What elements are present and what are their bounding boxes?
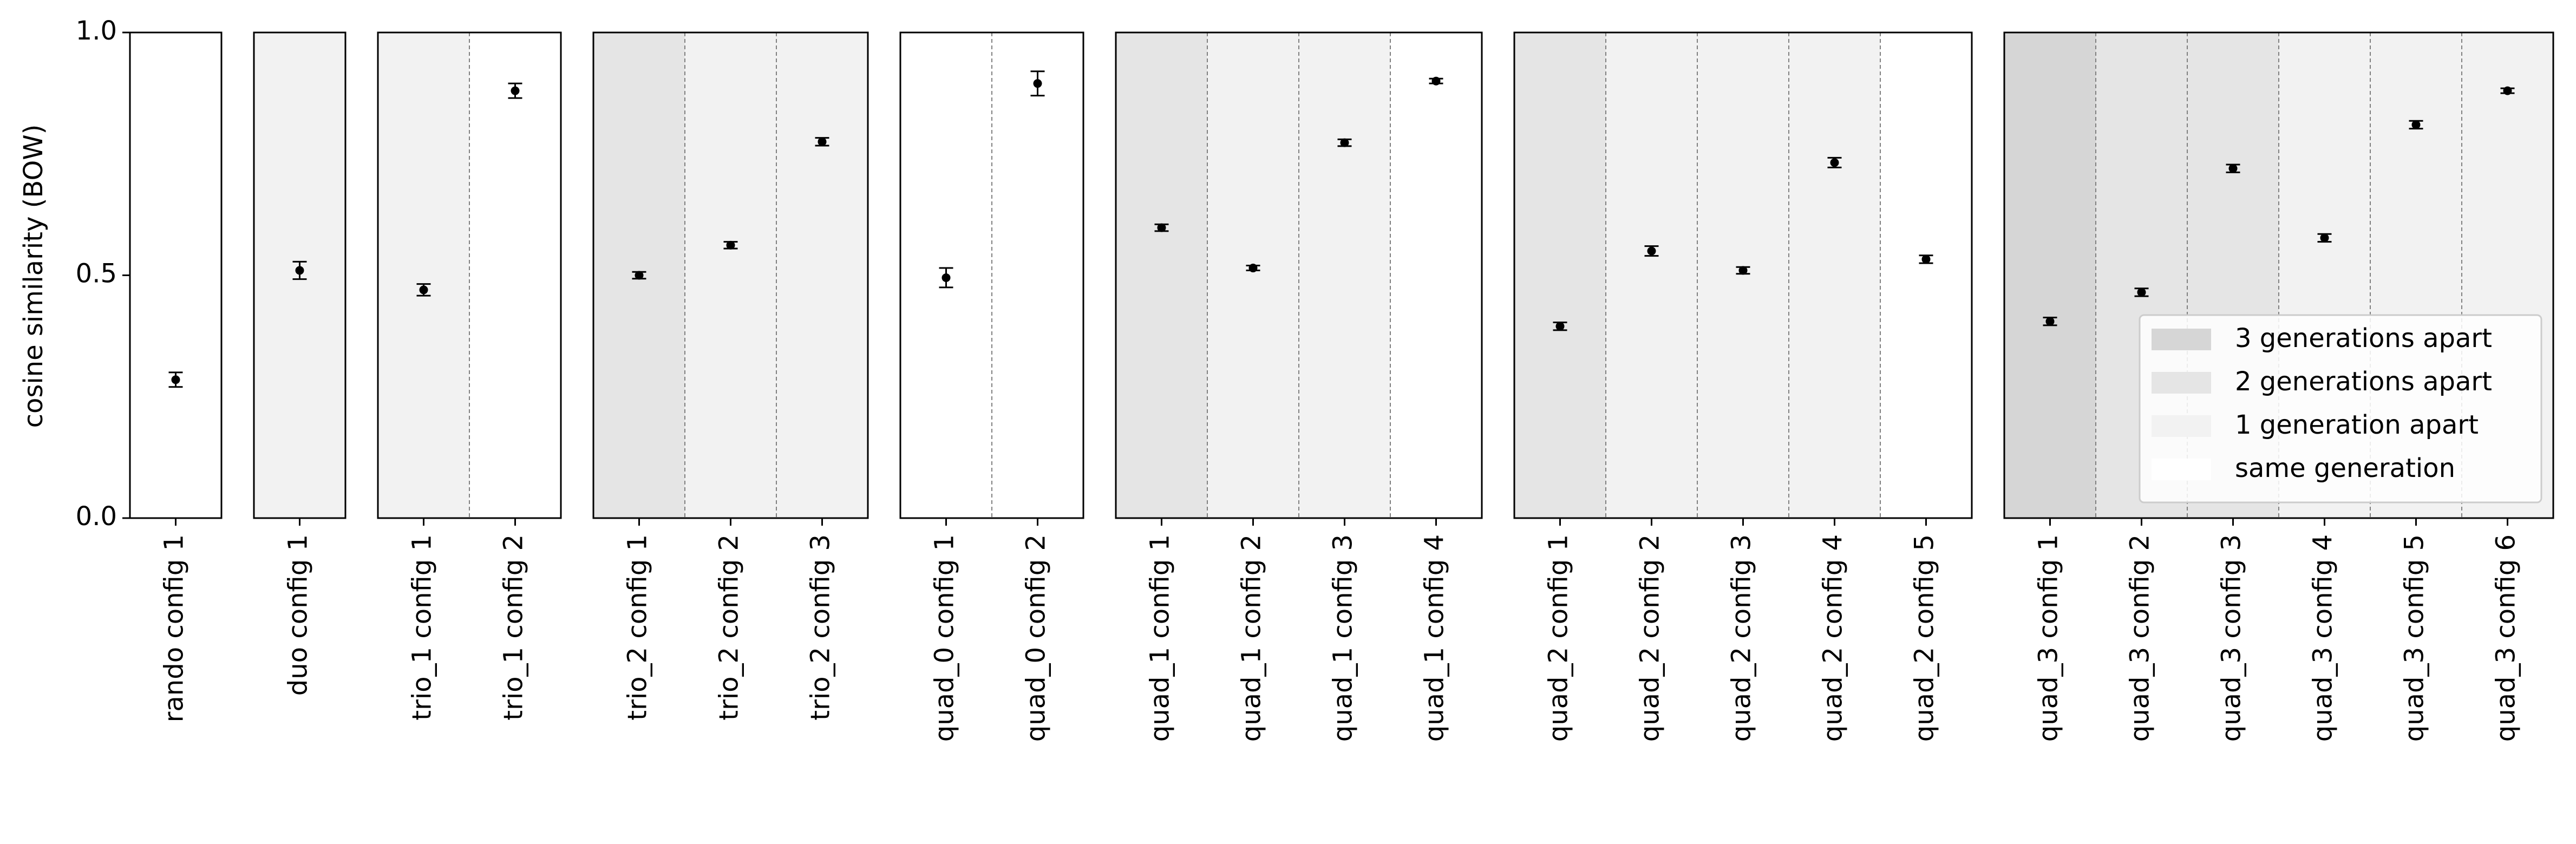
legend-label: 3 generations apart — [2235, 323, 2492, 354]
x-tick-label: trio_2 config 3 — [806, 534, 836, 721]
x-tick-label: quad_3 config 3 — [2217, 534, 2247, 742]
data-point — [1647, 246, 1656, 256]
data-point — [2503, 86, 2512, 95]
data-point — [2320, 233, 2329, 243]
x-tick-label: quad_0 config 1 — [930, 534, 960, 742]
panel-4: trio_2 config 1 trio_2 config 2 trio_2 con… — [592, 31, 869, 721]
legend-swatch — [2152, 415, 2211, 437]
x-tick-label: quad_2 config 1 — [1544, 534, 1574, 742]
slot-bg — [1789, 32, 1880, 518]
y-tick-label: 0.0 — [76, 501, 117, 532]
x-tick-label: quad_3 config 1 — [2034, 534, 2064, 742]
legend-swatch — [2152, 329, 2211, 350]
slot-bg — [1207, 32, 1299, 518]
slot-bg — [378, 32, 469, 518]
slot-bg — [1514, 32, 1606, 518]
x-tick-label: quad_1 config 4 — [1420, 534, 1450, 742]
data-point — [171, 375, 180, 384]
data-point — [295, 266, 304, 275]
data-point — [1921, 254, 1931, 264]
panel-3: trio_1 config 1 trio_1 config 2 — [377, 31, 562, 721]
legend: 3 generations apart 2 generations apart 1 … — [2139, 314, 2542, 503]
panel-2: duo config 1 — [253, 31, 346, 696]
slot-bg — [1606, 32, 1697, 518]
x-tick-label: trio_1 config 1 — [407, 534, 437, 721]
x-tick-label: quad_3 config 4 — [2308, 534, 2338, 742]
data-point — [1738, 266, 1748, 275]
data-point — [2137, 287, 2146, 297]
x-tick-label: quad_2 config 2 — [1635, 534, 1665, 742]
x-tick-label: quad_1 config 3 — [1328, 534, 1358, 742]
slot-bg — [1299, 32, 1390, 518]
data-point — [942, 273, 951, 282]
x-tick-label: quad_3 config 6 — [2491, 534, 2521, 742]
slot-bg — [776, 32, 868, 518]
slot-bg — [1880, 32, 1972, 518]
x-tick-label: trio_2 config 1 — [623, 534, 653, 721]
panel-frame — [1115, 31, 1483, 519]
data-point — [1248, 264, 1258, 273]
x-tick-label: quad_3 config 5 — [2400, 534, 2430, 742]
legend-label: same generation — [2235, 453, 2455, 483]
legend-label: 2 generations apart — [2235, 367, 2492, 397]
slot-bg — [685, 32, 776, 518]
slot-bg — [992, 32, 1083, 518]
x-tick-label: quad_0 config 2 — [1021, 534, 1051, 742]
x-tick-label: duo config 1 — [283, 534, 313, 696]
panel-7: quad_2 config 1 quad_2 config 2 quad_2 con… — [1513, 31, 1973, 742]
data-point — [2045, 317, 2055, 326]
panel-6: quad_1 config 1 quad_1 config 2 quad_1 con… — [1115, 31, 1483, 742]
x-tick-label: quad_1 config 2 — [1237, 534, 1267, 742]
slot-bg — [1116, 32, 1207, 518]
panel-frame — [899, 31, 1084, 519]
data-point — [419, 285, 428, 295]
panel-frame — [377, 31, 562, 519]
data-point — [818, 137, 827, 146]
slot-bg — [1697, 32, 1789, 518]
x-tick-label: quad_1 config 1 — [1145, 534, 1175, 742]
x-tick-label: quad_2 config 4 — [1818, 534, 1848, 742]
data-point — [635, 271, 644, 280]
panel-1: rando config 1 — [129, 31, 223, 722]
legend-swatch — [2152, 459, 2211, 480]
x-tick-label: rando config 1 — [159, 534, 189, 722]
legend-label: 1 generation apart — [2235, 410, 2479, 440]
slot-bg — [2004, 32, 2096, 518]
x-tick-label: quad_3 config 2 — [2125, 534, 2155, 742]
slot-bg — [469, 32, 561, 518]
legend-swatch — [2152, 372, 2211, 394]
data-point — [511, 86, 520, 95]
x-tick-label: quad_2 config 5 — [1910, 534, 1940, 742]
panel-frame — [2003, 31, 2554, 519]
data-point — [1830, 158, 1839, 167]
x-tick-label: quad_2 config 3 — [1727, 534, 1757, 742]
y-axis-label: cosine similarity (BOW) — [18, 125, 49, 428]
legend-box — [2139, 314, 2542, 503]
data-point — [1431, 76, 1441, 86]
panel-5: quad_0 config 1 quad_0 config 2 — [899, 31, 1084, 742]
x-tick-label: trio_2 config 2 — [714, 534, 744, 721]
y-tick-label: 0.5 — [76, 259, 117, 289]
data-point — [1157, 223, 1166, 232]
data-point — [1555, 322, 1565, 331]
data-point — [2228, 164, 2238, 173]
slot-bg — [130, 32, 221, 518]
data-point — [1340, 138, 1349, 147]
slot-bg — [1390, 32, 1482, 518]
data-point — [726, 240, 735, 250]
x-tick-label: trio_1 config 2 — [499, 534, 529, 721]
y-tick-label: 1.0 — [76, 16, 117, 46]
data-point — [2411, 120, 2421, 129]
data-point — [1033, 79, 1042, 88]
